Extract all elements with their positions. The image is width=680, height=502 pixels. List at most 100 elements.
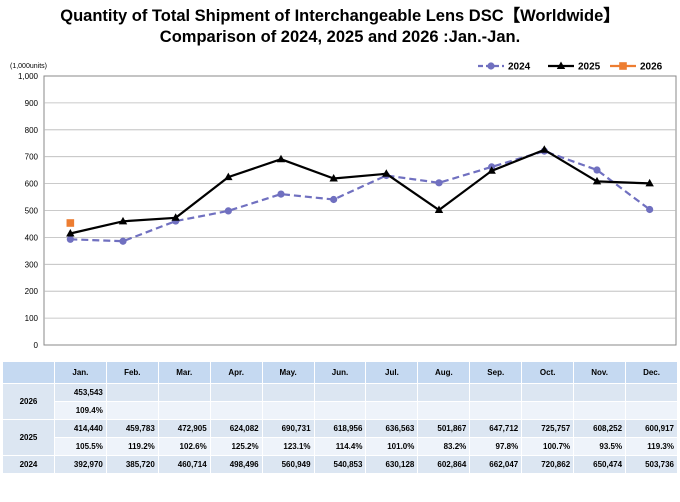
value-cell: 392,970: [53, 455, 107, 474]
value-cell: 540,853: [313, 455, 367, 474]
value-cell: [365, 383, 419, 402]
percent-cell: [573, 401, 627, 420]
year-label: 2024: [2, 455, 55, 474]
month-header: Feb.: [105, 361, 159, 384]
data-point-2024-Jan.: [66, 235, 74, 243]
year-label: 2026: [2, 383, 55, 420]
percent-cell: [365, 401, 419, 420]
value-cell: 459,783: [105, 419, 159, 438]
data-point-2024-Aug.: [435, 179, 443, 187]
percent-cell: [469, 401, 523, 420]
value-cell: 630,128: [365, 455, 419, 474]
value-cell: [313, 383, 367, 402]
year-label: 2025: [2, 419, 55, 456]
data-point-2024-Dec.: [646, 205, 654, 214]
y-tick-label: 400: [25, 233, 39, 242]
month-header: Aug.: [417, 361, 471, 384]
percent-cell: 125.2%: [209, 437, 263, 456]
chart-title-line1: Quantity of Total Shipment of Interchang…: [60, 7, 620, 25]
legend-marker-2024: [487, 62, 495, 70]
percent-cell: [209, 401, 263, 420]
table-row: 109.4%: [3, 401, 678, 420]
legend-label-2025: 2025: [578, 62, 601, 73]
value-cell: [625, 383, 678, 402]
month-header: Mar.: [157, 361, 211, 384]
month-header: Oct.: [521, 361, 575, 384]
value-cell: 472,905: [157, 419, 211, 438]
percent-cell: [521, 401, 575, 420]
value-cell: 560,949: [261, 455, 315, 474]
data-point-2025-Nov.: [592, 176, 602, 185]
data-point-2025-Apr.: [224, 172, 233, 181]
percent-cell: [261, 401, 315, 420]
value-cell: 414,440: [53, 419, 107, 438]
data-point-2024-Apr.: [224, 207, 232, 215]
value-cell: 647,712: [469, 419, 523, 438]
percent-cell: 119.3%: [625, 437, 678, 456]
value-cell: [157, 383, 211, 402]
percent-cell: 102.6%: [157, 437, 211, 456]
data-point-2025-Aug.: [434, 205, 444, 213]
percent-cell: 83.2%: [417, 437, 471, 456]
value-cell: 624,082: [209, 419, 263, 438]
value-cell: 498,496: [209, 455, 263, 474]
value-cell: [573, 383, 627, 402]
percent-cell: 97.8%: [469, 437, 523, 456]
value-cell: 503,736: [625, 455, 678, 474]
percent-cell: [157, 401, 211, 420]
month-header: Dec.: [625, 361, 678, 384]
value-cell: [469, 383, 523, 402]
legend-marker-2026: [619, 62, 627, 70]
value-cell: 725,757: [521, 419, 575, 438]
value-cell: 385,720: [105, 455, 159, 474]
table-corner: [2, 361, 55, 384]
value-cell: 602,864: [417, 455, 471, 474]
month-header: Jan.: [53, 361, 107, 384]
table-row: 2026 453,543: [2, 383, 678, 420]
value-cell: [521, 383, 575, 402]
data-point-2025-Dec.: [645, 178, 654, 187]
value-cell: [417, 383, 471, 402]
value-cell: 460,714: [157, 455, 211, 474]
percent-cell: 114.4%: [313, 437, 367, 456]
y-tick-label: 800: [25, 126, 39, 135]
month-header: Nov.: [573, 361, 627, 384]
data-point-2024-Feb.: [119, 237, 127, 245]
data-point-2025-Oct.: [540, 145, 549, 153]
data-point-2025-Jan.: [66, 229, 75, 237]
data-point-2026-Jan.: [66, 219, 75, 227]
y-tick-label: 700: [25, 153, 39, 162]
data-point-2025-Feb.: [118, 216, 128, 225]
data-point-2025-Sep.: [487, 166, 496, 174]
month-header: Apr.: [209, 361, 263, 384]
percent-cell: 105.5%: [53, 437, 107, 456]
value-cell: [209, 383, 263, 402]
percent-cell: 123.1%: [261, 437, 315, 456]
table-row: 2024 392,970 385,720 460,714 498,496 560,949 5…: [2, 455, 678, 474]
percent-cell: 109.4%: [53, 401, 107, 420]
value-cell: 636,563: [365, 419, 419, 438]
value-cell: [261, 383, 315, 402]
line-chart: 0 100 200 300 400 500 600 700 800 900 1,000 (1,000u…: [10, 61, 677, 350]
value-cell: 662,047: [469, 455, 523, 474]
month-header: May.: [261, 361, 315, 384]
legend-label-2026: 2026: [640, 62, 663, 73]
data-point-2025-May.: [276, 154, 286, 163]
value-cell: 453,543: [53, 383, 107, 402]
table-header-row: Jan. Feb. Mar. Apr. May. Jun. Jul. Aug. Sep. Oct.…: [2, 361, 678, 384]
value-cell: 600,917: [625, 419, 678, 438]
y-tick-label: 1,000: [18, 72, 39, 81]
chart-title-line2: Comparison of 2024, 2025 and 2026 :Jan.-…: [159, 28, 521, 46]
data-point-2024-May.: [277, 190, 285, 198]
data-point-2025-Jul.: [382, 169, 391, 177]
percent-cell: [417, 401, 471, 420]
y-tick-label: 200: [25, 287, 39, 296]
value-cell: 501,867: [417, 419, 471, 438]
legend-marker-2025: [556, 61, 566, 69]
data-point-2024-Nov.: [593, 166, 601, 174]
table-row: 105.5% 119.2% 102.6% 125.2% 123.1% 114.4% 101.…: [3, 437, 678, 456]
y-tick-label: 900: [25, 99, 39, 108]
value-cell: 618,956: [313, 419, 367, 438]
percent-cell: 119.2%: [105, 437, 159, 456]
y-tick-label: 100: [25, 314, 39, 323]
